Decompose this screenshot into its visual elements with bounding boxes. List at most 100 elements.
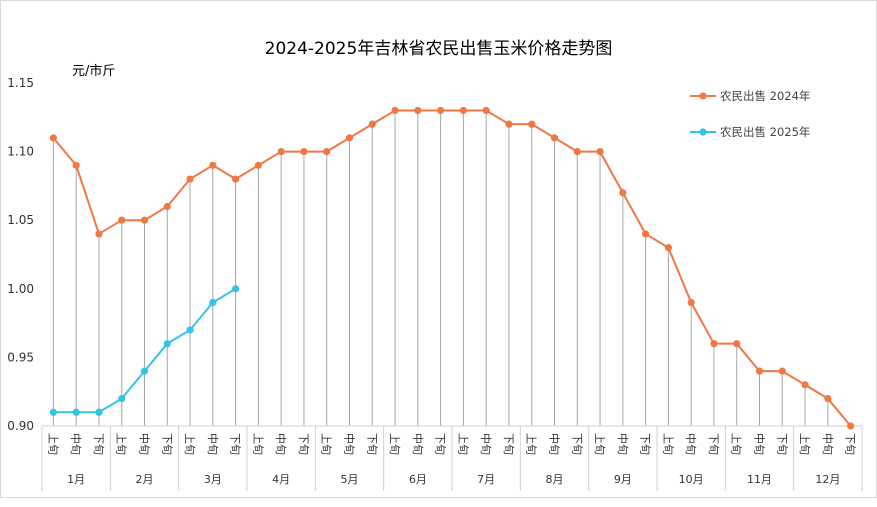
- data-point: [642, 230, 650, 238]
- x-tick-label: 上旬: [798, 433, 811, 455]
- x-group-label: 7月: [477, 473, 495, 486]
- x-tick-label: 下旬: [570, 433, 583, 455]
- y-tick-label: 0.95: [7, 350, 34, 364]
- y-tick-label: 1.05: [7, 213, 34, 227]
- data-point: [368, 120, 376, 128]
- x-tick-label: 中旬: [411, 433, 424, 455]
- x-tick-label: 下旬: [434, 433, 447, 455]
- data-point: [847, 422, 855, 430]
- data-point: [391, 106, 399, 115]
- data-point: [528, 120, 536, 128]
- legend-marker: [699, 92, 707, 100]
- x-tick-label: 下旬: [707, 433, 720, 455]
- data-point: [186, 326, 194, 334]
- y-tick-label: 0.90: [7, 419, 34, 433]
- x-group-label: 1月: [67, 473, 85, 486]
- x-tick-label: 下旬: [297, 433, 310, 455]
- x-tick-label: 上旬: [46, 433, 59, 455]
- data-point: [664, 244, 672, 252]
- data-point: [118, 394, 126, 403]
- x-group-label: 8月: [546, 473, 564, 486]
- x-group-label: 2月: [136, 473, 154, 486]
- x-tick-label: 中旬: [753, 433, 766, 455]
- data-point: [118, 216, 126, 224]
- data-point: [550, 134, 559, 142]
- data-point: [482, 106, 490, 115]
- series-line-1: [52, 109, 852, 427]
- data-point: [72, 408, 80, 416]
- x-tick-label: 上旬: [730, 433, 743, 455]
- x-tick-label: 上旬: [456, 433, 469, 455]
- data-point: [687, 298, 695, 307]
- data-point: [232, 285, 240, 293]
- data-point: [778, 367, 786, 375]
- data-point: [72, 161, 80, 169]
- data-point: [414, 106, 422, 115]
- y-axis-unit-label: 元/市斤: [72, 64, 116, 79]
- legend-label: 农民出售 2025年: [720, 125, 810, 139]
- data-point: [323, 148, 331, 156]
- x-group-label: 10月: [679, 473, 704, 486]
- data-point: [710, 340, 718, 348]
- y-tick-label: 1.10: [7, 145, 34, 159]
- data-point: [733, 340, 741, 348]
- data-point: [437, 106, 445, 115]
- x-tick-label: 下旬: [229, 433, 242, 455]
- x-tick-label: 中旬: [548, 433, 561, 455]
- data-point: [49, 134, 57, 142]
- data-point: [573, 148, 581, 156]
- x-group-label: 3月: [204, 473, 222, 486]
- data-point: [345, 134, 354, 142]
- data-point: [232, 175, 240, 183]
- data-point: [801, 381, 809, 389]
- data-point: [140, 367, 149, 375]
- x-tick-label: 上旬: [183, 433, 196, 455]
- data-point: [209, 298, 217, 307]
- x-tick-label: 中旬: [479, 433, 492, 455]
- data-point: [505, 120, 513, 128]
- x-tick-label: 中旬: [343, 433, 356, 455]
- x-tick-label: 中旬: [206, 433, 219, 455]
- data-point: [95, 230, 103, 238]
- x-tick-label: 中旬: [821, 433, 834, 455]
- data-point: [459, 106, 467, 115]
- x-tick-label: 中旬: [684, 433, 697, 455]
- data-point: [254, 161, 262, 169]
- x-tick-label: 中旬: [274, 433, 287, 455]
- x-tick-label: 中旬: [138, 433, 151, 455]
- legend-label: 农民出售 2024年: [720, 89, 810, 103]
- x-tick-label: 中旬: [69, 433, 82, 455]
- x-tick-label: 下旬: [502, 433, 515, 455]
- x-tick-label: 下旬: [775, 433, 788, 455]
- data-point: [163, 340, 171, 348]
- x-tick-label: 下旬: [844, 433, 857, 455]
- data-point: [300, 148, 308, 156]
- data-point: [49, 408, 57, 416]
- chart-title: 2024-2025年吉林省农民出售玉米价格走势图: [264, 39, 613, 59]
- x-tick-label: 上旬: [320, 433, 333, 455]
- legend-marker: [699, 128, 707, 136]
- data-point: [755, 367, 764, 375]
- data-point: [186, 175, 194, 183]
- data-point: [95, 408, 103, 416]
- x-group-label: 6月: [409, 473, 427, 486]
- data-point: [140, 216, 149, 224]
- data-point: [209, 161, 217, 169]
- x-tick-label: 上旬: [388, 433, 401, 455]
- x-group-label: 5月: [341, 473, 359, 486]
- x-tick-label: 上旬: [525, 433, 538, 455]
- x-tick-label: 上旬: [593, 433, 606, 455]
- x-group-label: 11月: [747, 473, 772, 486]
- x-tick-label: 中旬: [616, 433, 629, 455]
- x-tick-label: 下旬: [639, 433, 652, 455]
- x-tick-label: 下旬: [160, 433, 173, 455]
- x-group-label: 9月: [614, 473, 632, 486]
- x-tick-label: 上旬: [661, 433, 674, 455]
- y-tick-label: 1.15: [7, 76, 34, 90]
- y-tick-label: 1.00: [7, 282, 34, 296]
- data-point: [824, 394, 832, 403]
- x-tick-label: 上旬: [251, 433, 264, 455]
- x-tick-label: 下旬: [92, 433, 105, 455]
- x-group-label: 4月: [272, 473, 290, 486]
